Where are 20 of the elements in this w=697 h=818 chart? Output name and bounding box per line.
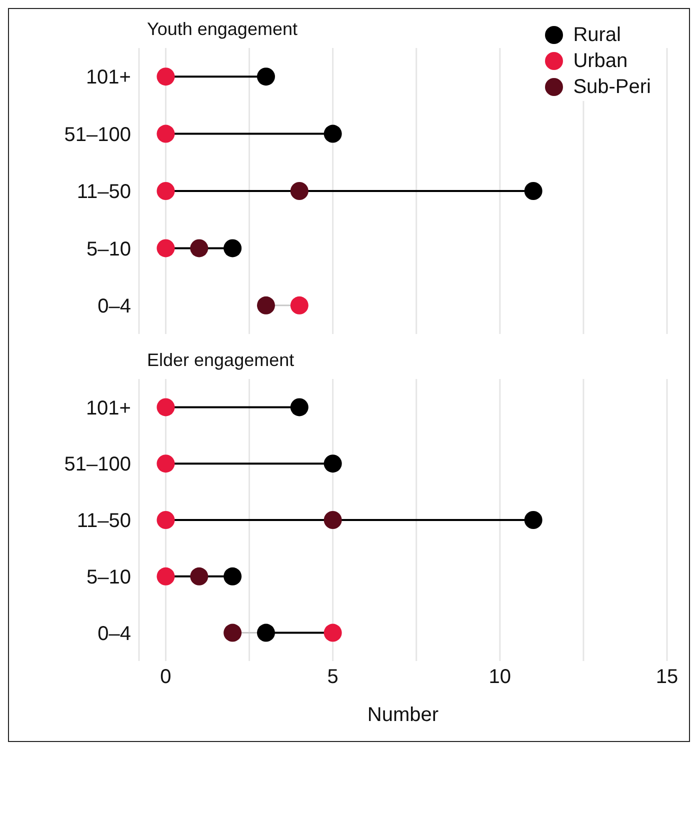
y-tick-label: 101+ bbox=[86, 397, 131, 420]
y-tick-label: 5–10 bbox=[86, 238, 131, 260]
y-tick-label: 0–4 bbox=[98, 296, 131, 318]
y-tick-label: 11–50 bbox=[76, 181, 131, 204]
chart-title: Youth engagement bbox=[147, 19, 298, 39]
y-tick-label: 51–100 bbox=[64, 124, 131, 146]
legend-label: Rural bbox=[573, 23, 621, 47]
legend-label: Sub-Peri bbox=[573, 75, 651, 99]
y-tick-label: 11–50 bbox=[76, 510, 131, 532]
y-tick-label: 5–10 bbox=[86, 566, 131, 588]
x-tick-label: 15 bbox=[656, 666, 678, 688]
chart-title: Elder engagement bbox=[146, 350, 296, 371]
y-tick-label: 0–4 bbox=[98, 622, 131, 645]
y-tick-label: 51–100 bbox=[64, 454, 131, 476]
x-axis-title: Number bbox=[367, 704, 439, 726]
legend-label: Urban bbox=[573, 49, 628, 73]
x-tick-label: 10 bbox=[488, 666, 512, 688]
y-tick-label: 101+ bbox=[86, 66, 131, 89]
x-tick-label: 0 bbox=[160, 666, 172, 688]
x-tick-label: 5 bbox=[327, 666, 338, 688]
